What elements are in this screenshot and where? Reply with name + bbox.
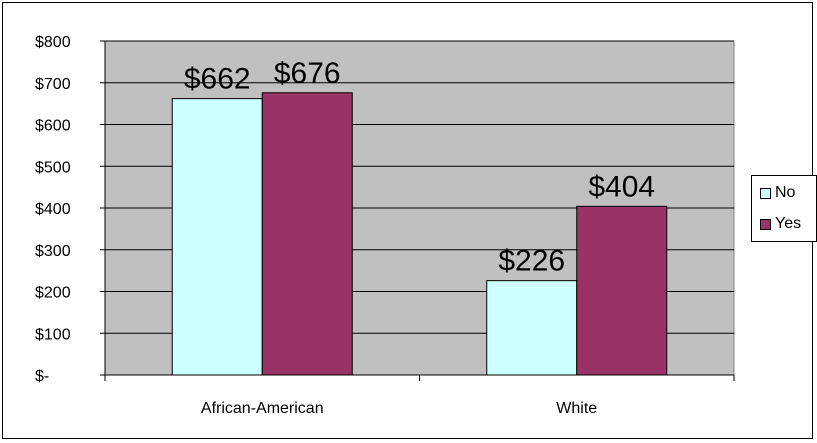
legend-swatch-no bbox=[760, 187, 771, 199]
x-category-label: African-American bbox=[201, 400, 324, 417]
y-tick-label: $500 bbox=[35, 159, 71, 176]
legend-item-yes: Yes bbox=[760, 214, 801, 234]
data-label: $676 bbox=[274, 57, 341, 90]
y-tick-labels: $- $100 $200 $300 $400 $500 $600 $700 $800 bbox=[35, 34, 71, 385]
legend-label-yes: Yes bbox=[775, 215, 802, 232]
y-tick-label: $200 bbox=[35, 285, 71, 302]
data-label: $662 bbox=[184, 63, 251, 96]
legend-swatch-yes bbox=[760, 218, 771, 230]
y-tick-label: $800 bbox=[35, 34, 71, 51]
data-label: $226 bbox=[498, 245, 565, 278]
legend-item-no: No bbox=[760, 183, 795, 203]
data-labels: $662 $676 $226 $404 bbox=[184, 57, 655, 278]
y-tick-label: $100 bbox=[35, 326, 71, 343]
x-category-label: White bbox=[556, 400, 597, 417]
x-category-labels: African-American White bbox=[201, 400, 597, 417]
bars bbox=[171, 92, 668, 376]
y-tick-label: $300 bbox=[35, 243, 71, 260]
y-tick-label: $700 bbox=[35, 76, 71, 93]
legend-label-no: No bbox=[775, 184, 796, 201]
y-tick-label: $600 bbox=[35, 118, 71, 135]
y-tick-label: $400 bbox=[35, 201, 71, 218]
legend: No Yes bbox=[751, 175, 817, 242]
bar-no-0 bbox=[171, 98, 263, 376]
bar-no-1 bbox=[486, 280, 578, 376]
bar-yes-0 bbox=[261, 92, 353, 376]
bar-yes-1 bbox=[576, 205, 668, 376]
data-label: $404 bbox=[588, 170, 655, 203]
y-tick-label: $- bbox=[35, 368, 49, 385]
